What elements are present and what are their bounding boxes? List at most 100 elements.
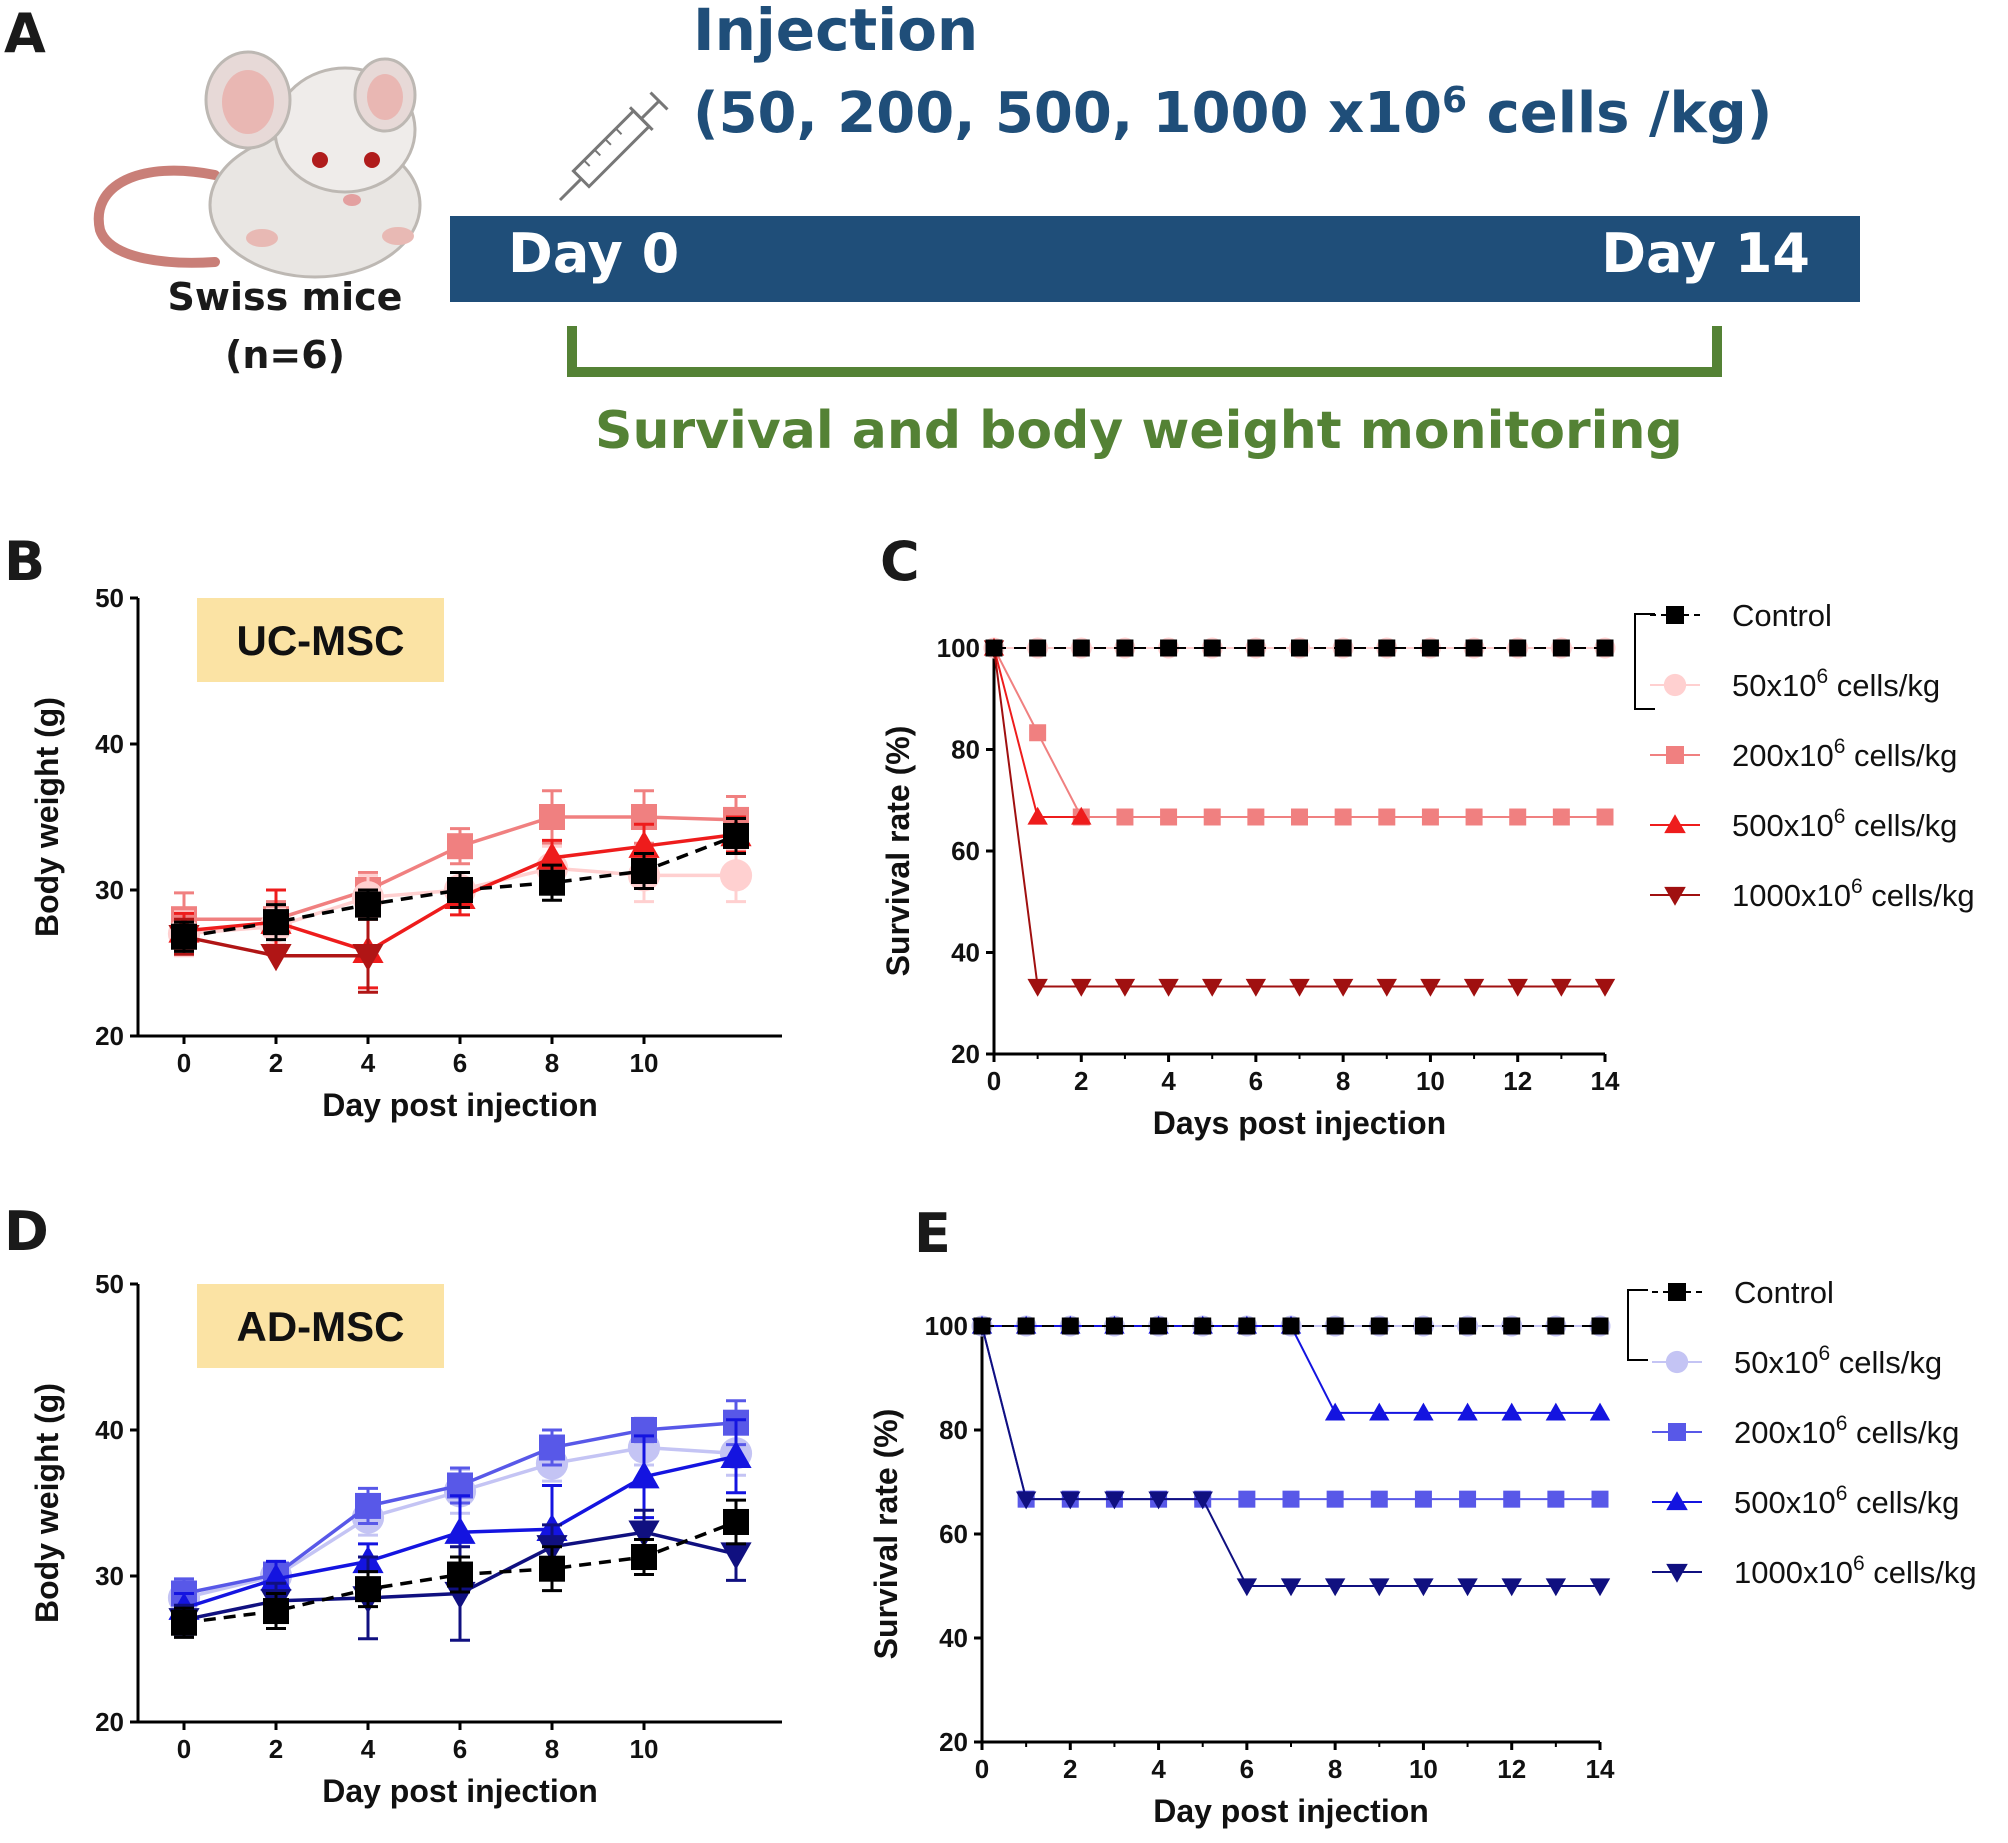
data-point [1334, 808, 1352, 826]
panel-a: A Swiss mice (n=6) [4, 0, 1860, 461]
data-point [1369, 1578, 1390, 1597]
x-tick-label: 8 [1336, 1066, 1350, 1096]
legend-bracket [1634, 613, 1655, 710]
data-point [1552, 639, 1570, 657]
data-point [1463, 978, 1485, 997]
panel-a-letter: A [4, 2, 46, 65]
legend-marker [1668, 1283, 1686, 1301]
data-point [628, 830, 660, 858]
data-point [1015, 1491, 1037, 1510]
panel-e: E 20 40 60 80 100 0 2 4 6 8 10 12 14 Day post injectio… [868, 1202, 1977, 1829]
legend-label-unit: cells/kg [1863, 878, 1975, 913]
injection-doses-suffix: cells /kg) [1467, 81, 1772, 146]
legend-bracket [1627, 1289, 1648, 1361]
data-point [1245, 978, 1267, 997]
data-point [1589, 1402, 1611, 1421]
legend-label-exp: 6 [1836, 1412, 1848, 1435]
data-point [1017, 1317, 1035, 1335]
legend-label-unit: cells/kg [1865, 1555, 1977, 1590]
data-point [1202, 978, 1223, 997]
y-tick-label: 40 [95, 1415, 124, 1445]
legend-marker [1666, 746, 1684, 764]
series-line [993, 647, 1605, 818]
data-point [631, 858, 657, 885]
tag-label: UC-MSC [237, 617, 405, 664]
data-point [1457, 1402, 1478, 1421]
data-point [1369, 1402, 1390, 1421]
mouse-foot-right [382, 227, 414, 245]
x-axis-label: Day post injection [322, 1773, 598, 1809]
series-square [171, 1498, 749, 1639]
data-point [1552, 808, 1570, 826]
data-point [539, 869, 565, 896]
legend-label-main: 1000x10 [1732, 878, 1851, 913]
injection-doses: (50, 200, 500, 1000 x106 cells /kg) [693, 80, 1772, 146]
data-point [1589, 1578, 1611, 1597]
series-square [171, 816, 749, 953]
data-point [1071, 806, 1092, 825]
x-tick-label: 4 [1151, 1754, 1166, 1784]
legend-label-main: 50x10 [1734, 1345, 1818, 1380]
data-point [263, 1598, 289, 1625]
x-tick-label: 8 [545, 1734, 559, 1764]
legend-label: 1000x106 cells/kg [1734, 1552, 1977, 1590]
data-point [1116, 639, 1134, 657]
x-tick-label: 10 [1409, 1754, 1438, 1784]
data-point [1194, 1317, 1212, 1335]
x-tick-label: 0 [177, 1048, 191, 1078]
data-point [1105, 1317, 1123, 1335]
data-point [1071, 978, 1092, 997]
data-point [1547, 1317, 1565, 1335]
data-point [1457, 1578, 1478, 1597]
data-point [1414, 1490, 1432, 1508]
injection-doses-exp: 6 [1442, 80, 1467, 121]
timeline-day-start: Day 0 [508, 222, 679, 285]
mouse-foot-left [246, 229, 278, 247]
data-point [973, 1317, 991, 1335]
data-point [1503, 1490, 1521, 1508]
mouse-nose [343, 194, 361, 206]
legend-item: 500x106 cells/kg [1652, 1482, 1959, 1520]
x-axis-label: Day post injection [322, 1087, 598, 1123]
mouse-tail [93, 165, 220, 268]
legend-label-unit: cells/kg [1830, 1345, 1942, 1380]
data-point [1029, 639, 1047, 657]
data-point [1421, 808, 1439, 826]
legend-item: Control [1650, 598, 1832, 633]
data-point [1061, 1317, 1079, 1335]
legend-label: Control [1734, 1275, 1834, 1310]
x-tick-label: 0 [975, 1754, 989, 1784]
legend-item: 50x106 cells/kg [1650, 665, 1940, 703]
series-square [985, 639, 1614, 657]
data-point [1148, 1491, 1169, 1510]
data-point [1414, 1317, 1432, 1335]
legend-label: 50x106 cells/kg [1734, 1342, 1942, 1380]
data-point [1238, 1317, 1256, 1335]
y-tick-label: 100 [925, 1311, 968, 1341]
data-point [1378, 639, 1396, 657]
data-point [1289, 978, 1310, 997]
data-point [1203, 808, 1221, 826]
data-point [260, 944, 292, 972]
data-point [1282, 1490, 1300, 1508]
legend-label-main: 500x10 [1732, 808, 1834, 843]
panel-b: B 20 30 40 50 0 2 4 6 8 10 Day post injection Body w… [4, 530, 782, 1123]
y-tick-label: 50 [95, 583, 124, 613]
data-point [1376, 978, 1397, 997]
x-tick-label: 10 [630, 1734, 659, 1764]
data-point [719, 859, 753, 892]
series-line [981, 1325, 1600, 1587]
data-point [1150, 1317, 1168, 1335]
data-point [171, 923, 197, 950]
mouse-eye-right [364, 152, 380, 168]
data-point [1501, 1578, 1522, 1597]
panel-letter: C [880, 530, 920, 593]
x-tick-label: 4 [361, 1048, 376, 1078]
x-tick-label: 14 [1591, 1066, 1620, 1096]
data-point [1282, 1317, 1300, 1335]
x-tick-label: 6 [453, 1734, 467, 1764]
data-point [1160, 639, 1178, 657]
data-point [447, 1561, 473, 1588]
data-point [1459, 1490, 1477, 1508]
tag-label: AD-MSC [237, 1303, 405, 1350]
